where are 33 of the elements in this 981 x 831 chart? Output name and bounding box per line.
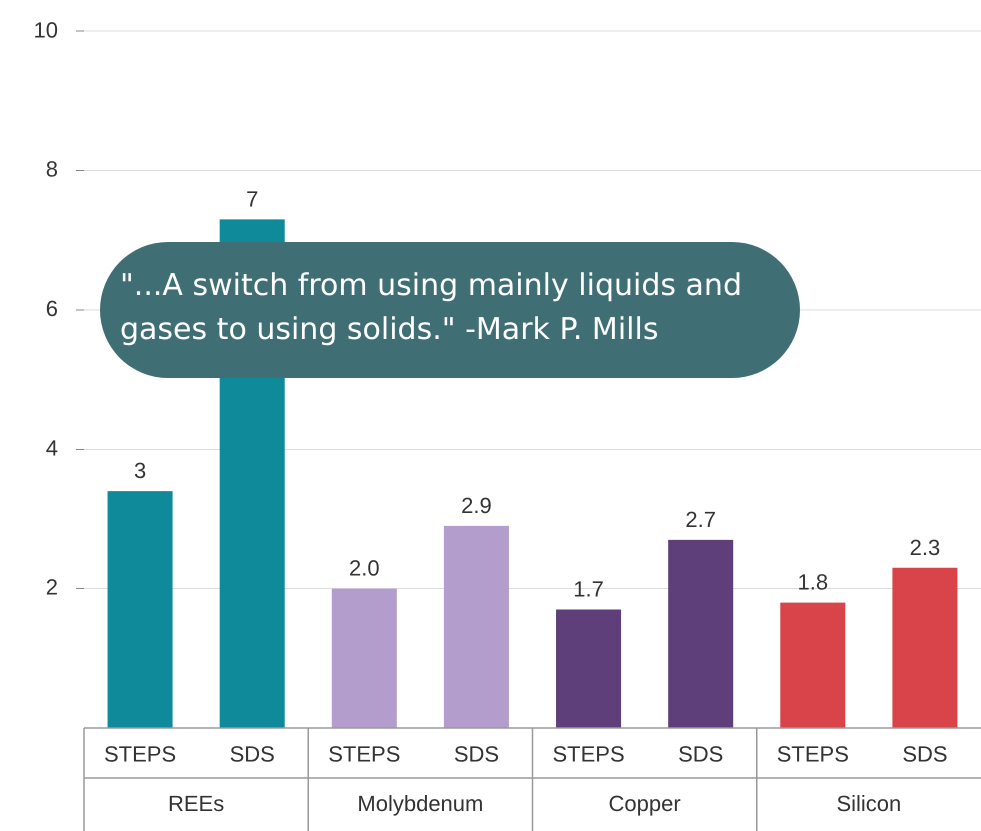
x-tick-label: SDS bbox=[230, 741, 275, 766]
bar bbox=[444, 526, 509, 728]
text: Copper bbox=[608, 791, 681, 816]
bar bbox=[332, 588, 397, 728]
x-tick-label: SDS bbox=[902, 741, 948, 766]
data-label: 2.0 bbox=[349, 556, 380, 581]
x-tick-label: STEPS bbox=[328, 741, 400, 766]
x-tick-label: STEPS bbox=[552, 741, 625, 766]
data-label: 3 bbox=[134, 458, 146, 484]
y-tick-label: 6 bbox=[46, 296, 58, 321]
bar bbox=[556, 610, 622, 728]
bar bbox=[892, 568, 958, 728]
text: REEs bbox=[168, 791, 224, 816]
y-tick-label: 8 bbox=[46, 156, 58, 182]
data-label: 7 bbox=[246, 186, 258, 212]
data-label: 1.8 bbox=[798, 570, 828, 595]
x-tick-label: STEPS bbox=[104, 741, 176, 766]
text: Silicon bbox=[836, 791, 902, 816]
data-label: 2.3 bbox=[910, 534, 940, 560]
y-tick-label: 2 bbox=[46, 574, 58, 600]
x-tick-label: SDS bbox=[678, 741, 724, 766]
y-tick-label: 10 bbox=[34, 17, 58, 42]
bar bbox=[668, 540, 734, 728]
bar bbox=[108, 491, 173, 728]
x-tick-label: STEPS bbox=[776, 741, 849, 766]
x-tick-label: SDS bbox=[454, 741, 500, 766]
annotation: "...A switch from using mainly liquids and gases to using solids." -Mark P. Mills bbox=[100, 242, 800, 378]
data-label: 1.7 bbox=[573, 576, 604, 602]
data-label: 2.9 bbox=[461, 492, 492, 518]
data-label: 2.7 bbox=[685, 506, 716, 532]
text: Molybdenum bbox=[357, 791, 484, 816]
bar bbox=[780, 602, 846, 728]
y-tick-label: 4 bbox=[46, 435, 58, 460]
